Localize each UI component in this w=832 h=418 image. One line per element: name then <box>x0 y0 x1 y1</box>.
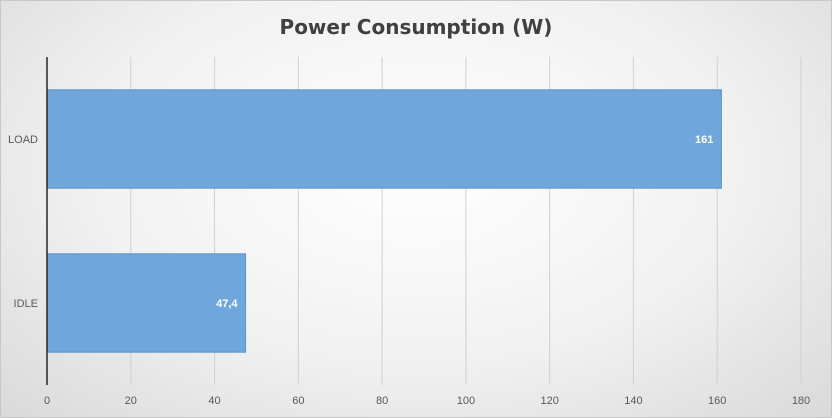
labels: 0 20 40 60 80 100 120 140 160 180 LOAD 161 IDLE 47,4 <box>8 134 810 407</box>
data-label-load: 161 <box>695 134 713 146</box>
bar-load <box>46 89 722 189</box>
x-tick-label: 120 <box>540 395 558 407</box>
x-tick-label: 100 <box>457 395 475 407</box>
x-tick-label: 80 <box>376 395 388 407</box>
x-tick-label: 20 <box>125 395 137 407</box>
category-label-load: LOAD <box>8 134 38 146</box>
bars <box>46 89 722 353</box>
chart-title: Power Consumption (W) <box>280 15 553 39</box>
bar-idle <box>46 253 247 353</box>
category-label-idle: IDLE <box>14 298 38 310</box>
x-tick-label: 160 <box>708 395 726 407</box>
x-tick-label: 140 <box>624 395 642 407</box>
x-tick-label: 180 <box>792 395 810 407</box>
x-tick-label: 0 <box>44 395 50 407</box>
data-label-idle: 47,4 <box>216 298 238 310</box>
x-tick-label: 40 <box>208 395 220 407</box>
x-tick-label: 60 <box>292 395 304 407</box>
